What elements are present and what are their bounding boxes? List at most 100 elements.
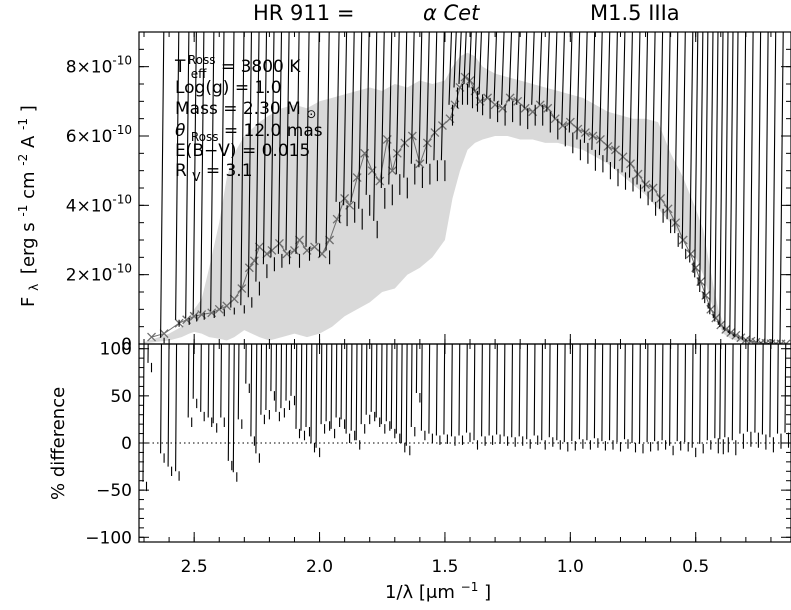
- residual-point: [300, 344, 306, 441]
- residual-point: [556, 344, 561, 450]
- residual-point: [533, 344, 539, 445]
- synthetic-point: [580, 128, 590, 137]
- residual-point: [365, 344, 371, 425]
- y-tick-label: 2×10-10: [66, 262, 132, 286]
- residual-point: [250, 344, 255, 446]
- residual-point: [280, 344, 285, 418]
- observed-point: [478, 32, 484, 116]
- residual-point: [571, 344, 576, 451]
- x-tick-label: 1.0: [557, 557, 584, 577]
- observed-point: [395, 32, 401, 195]
- residual-point: [623, 344, 629, 449]
- observed-point: [523, 32, 529, 130]
- observed-point: [185, 32, 190, 325]
- observed-point: [365, 32, 371, 216]
- y-tick-label: 100: [100, 340, 132, 360]
- synthetic-point: [751, 337, 761, 344]
- residual-point: [207, 344, 213, 427]
- observed-point: [388, 32, 393, 206]
- model-spectrum: [144, 52, 791, 344]
- residual-point: [147, 344, 153, 373]
- figure-title-spectral-type: M1.5 IIIa: [590, 1, 680, 25]
- observed-point: [418, 32, 423, 188]
- y-tick-label: 6×10-10: [66, 123, 132, 147]
- observed-point: [546, 32, 551, 133]
- residual-point: [601, 344, 606, 451]
- residual-point: [731, 344, 737, 456]
- residual-point: [761, 344, 767, 450]
- residual-point: [285, 344, 291, 410]
- observed-point: [295, 32, 301, 268]
- residual-point: [784, 344, 790, 448]
- observed-point: [410, 32, 416, 185]
- synthetic-point: [460, 72, 470, 82]
- residual-point: [275, 344, 280, 422]
- figure-title-alias: α Cet: [423, 1, 480, 25]
- observed-point: [463, 32, 469, 105]
- residual-point: [739, 344, 744, 449]
- synthetic-point: [633, 169, 643, 179]
- observed-point: [666, 32, 672, 234]
- residual-point: [503, 344, 509, 446]
- synthetic-point: [274, 239, 284, 248]
- observed-point: [501, 32, 506, 126]
- observed-point: [714, 32, 719, 325]
- synthetic-point: [656, 193, 666, 203]
- observed-point: [175, 32, 180, 327]
- residual-point: [245, 344, 250, 393]
- residual-point: [325, 344, 331, 431]
- residual-point: [142, 344, 148, 492]
- synthetic-point: [352, 173, 362, 183]
- synthetic-point: [159, 329, 169, 339]
- observed-point: [468, 32, 474, 109]
- observed-point: [764, 32, 769, 344]
- observed-point: [576, 32, 581, 161]
- flux-y-axis-label: F λ [erg s -1 cm -2 A -1 ]: [11, 105, 43, 307]
- residual-point: [631, 344, 637, 453]
- observed-point: [749, 32, 754, 343]
- residual-point: [395, 344, 401, 443]
- observed-point: [508, 32, 514, 123]
- residual-point: [187, 344, 193, 427]
- residual-point: [699, 344, 704, 454]
- observed-point: [255, 32, 260, 296]
- observed-point: [350, 32, 356, 223]
- residual-y-ticks: −100 −50 0 50 100: [85, 340, 791, 548]
- residual-point: [458, 344, 464, 445]
- residual-point: [320, 344, 326, 434]
- synthetic-point: [611, 145, 620, 155]
- synthetic-point: [229, 294, 239, 304]
- observed-point: [192, 32, 198, 322]
- observed-point: [210, 32, 215, 318]
- observed-point: [315, 32, 321, 258]
- synthetic-point: [310, 242, 319, 252]
- observed-point: [613, 32, 619, 187]
- observed-point: [277, 32, 283, 268]
- residual-point: [714, 344, 719, 454]
- residual-point: [227, 344, 233, 471]
- observed-point: [729, 32, 734, 337]
- residual-point: [654, 344, 659, 451]
- observed-point: [262, 32, 268, 279]
- residual-point: [465, 344, 471, 443]
- residual-point: [518, 344, 524, 446]
- residual-point: [355, 344, 361, 450]
- synthetic-point: [736, 333, 746, 343]
- observed-point: [771, 32, 777, 344]
- residual-point: [390, 344, 396, 439]
- observed-point: [538, 32, 544, 126]
- synthetic-point: [513, 96, 523, 106]
- synthetic-point: [648, 183, 658, 193]
- observed-point: [636, 32, 642, 199]
- observed-point: [561, 32, 566, 147]
- residual-point: [270, 344, 275, 401]
- residual-point: [345, 344, 351, 443]
- residual-point: [212, 344, 218, 433]
- residual-point: [669, 344, 674, 456]
- residual-point: [220, 344, 225, 427]
- observed-point: [699, 32, 704, 299]
- observed-point: [719, 32, 724, 330]
- observed-point: [628, 32, 634, 192]
- param-mass: Mass = 2.30 M ⊙: [175, 99, 316, 121]
